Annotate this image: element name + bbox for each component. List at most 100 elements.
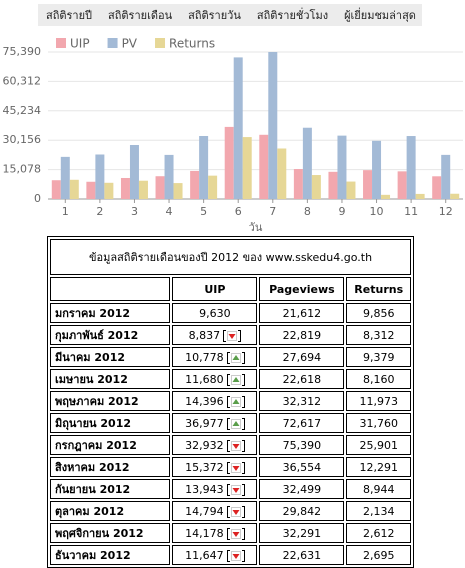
bar bbox=[69, 179, 79, 199]
returns-cell: 2,695 bbox=[346, 545, 411, 565]
month-cell: สิงหาคม 2012 bbox=[50, 457, 171, 477]
uip-cell: 36,977 bbox=[172, 413, 258, 433]
bar bbox=[302, 127, 312, 199]
bracket bbox=[238, 329, 242, 342]
returns-cell: 8,944 bbox=[346, 479, 411, 499]
bracket bbox=[226, 439, 230, 452]
trend-down-icon bbox=[230, 550, 241, 561]
uip-value: 36,977 bbox=[185, 416, 224, 430]
month-row: ธันวาคม 2012 11,647 22,631 2,695 bbox=[50, 545, 411, 565]
returns-cell: 2,612 bbox=[346, 523, 411, 543]
returns-cell: 31,760 bbox=[346, 413, 411, 433]
tab[interactable]: สถิติรายวัน bbox=[188, 9, 241, 22]
bar bbox=[60, 156, 70, 199]
bar bbox=[86, 181, 96, 199]
trend-up-icon bbox=[230, 374, 241, 385]
uip-value: 10,778 bbox=[185, 350, 224, 364]
uip-cell: 11,647 bbox=[172, 545, 258, 565]
bracket bbox=[241, 483, 245, 496]
month-row: กุมภาพันธ์ 2012 8,837 22,819 8,312 bbox=[50, 325, 411, 345]
icon-arrow bbox=[232, 531, 240, 537]
month-row: กันยายน 2012 13,943 32,499 8,944 bbox=[50, 479, 411, 499]
header-cell bbox=[50, 277, 171, 301]
month-cell: มีนาคม 2012 bbox=[50, 347, 171, 367]
bar bbox=[164, 154, 174, 199]
icon-arrow bbox=[232, 420, 240, 426]
trend-down-icon bbox=[230, 506, 241, 517]
bracket bbox=[226, 527, 230, 540]
uip-value: 32,932 bbox=[185, 438, 224, 452]
trend-up-icon bbox=[230, 352, 241, 363]
uip-value: 11,680 bbox=[185, 372, 224, 386]
month-row: มิถุนายน 2012 36,977 72,617 31,760 bbox=[50, 413, 411, 433]
bracket bbox=[241, 461, 245, 474]
bar bbox=[224, 126, 234, 199]
uip-value: 15,372 bbox=[185, 460, 224, 474]
trend-down-icon bbox=[230, 484, 241, 495]
bar bbox=[415, 193, 425, 199]
returns-cell: 11,973 bbox=[346, 391, 411, 411]
pageviews-cell: 32,312 bbox=[259, 391, 345, 411]
legend-swatch bbox=[155, 38, 166, 48]
bar bbox=[311, 175, 321, 199]
bracket bbox=[241, 417, 245, 430]
bar bbox=[441, 154, 451, 199]
bracket bbox=[241, 527, 245, 540]
x-tick-label: 11 bbox=[404, 205, 418, 218]
header-row: UIP Pageviews Returns bbox=[50, 277, 411, 301]
uip-cell: 14,396 bbox=[172, 391, 258, 411]
pageviews-cell: 21,612 bbox=[259, 303, 345, 323]
bar bbox=[199, 135, 209, 199]
bar bbox=[450, 193, 460, 199]
bar bbox=[432, 176, 442, 199]
month-row: ตุลาคม 2012 14,794 29,842 2,134 bbox=[50, 501, 411, 521]
bracket bbox=[223, 329, 227, 342]
tab[interactable]: สถิติรายชั่วโมง bbox=[256, 9, 329, 22]
returns-cell: 12,291 bbox=[346, 457, 411, 477]
icon-arrow bbox=[232, 465, 240, 471]
month-row: มกราคม 2012 9,630 21,612 9,856 bbox=[50, 303, 411, 323]
bar bbox=[190, 170, 200, 199]
bracket bbox=[226, 549, 230, 562]
tab[interactable]: สถิติรายปี bbox=[46, 9, 93, 22]
returns-cell: 8,312 bbox=[346, 325, 411, 345]
uip-value: 14,396 bbox=[185, 394, 224, 408]
y-tick-label: 75,390 bbox=[3, 45, 42, 58]
y-tick-label: 15,078 bbox=[3, 163, 42, 176]
uip-cell: 11,680 bbox=[172, 369, 258, 389]
bracket bbox=[226, 395, 230, 408]
month-cell: กรกฎาคม 2012 bbox=[50, 435, 171, 455]
icon-arrow bbox=[232, 376, 240, 382]
bracket bbox=[226, 483, 230, 496]
bar bbox=[337, 135, 347, 199]
pageviews-cell: 27,694 bbox=[259, 347, 345, 367]
bar bbox=[259, 134, 269, 199]
header-cell: UIP bbox=[172, 277, 258, 301]
icon-arrow bbox=[232, 354, 240, 360]
tab[interactable]: สถิติรายเดือน bbox=[108, 9, 173, 22]
trend-up-icon bbox=[230, 418, 241, 429]
month-row: กรกฎาคม 2012 32,932 75,390 25,901 bbox=[50, 435, 411, 455]
trend-down-icon bbox=[230, 440, 241, 451]
legend-swatch bbox=[56, 38, 66, 48]
x-tick-label: 2 bbox=[96, 205, 103, 218]
trend-down-icon bbox=[230, 462, 241, 473]
bracket bbox=[241, 351, 245, 364]
month-cell: มิถุนายน 2012 bbox=[50, 413, 171, 433]
tab[interactable]: ผู้เยี่ยมชมล่าสุด bbox=[344, 9, 416, 22]
pageviews-cell: 22,819 bbox=[259, 325, 345, 345]
legend-label: Returns bbox=[169, 37, 215, 51]
uip-value: 14,794 bbox=[185, 504, 224, 518]
x-tick-label: 9 bbox=[338, 205, 345, 218]
legend-swatch bbox=[107, 38, 118, 48]
uip-cell: 32,932 bbox=[172, 435, 258, 455]
bracket bbox=[226, 505, 230, 518]
bar bbox=[208, 175, 218, 199]
legend-label: UIP bbox=[70, 37, 90, 51]
bar bbox=[346, 181, 356, 199]
month-row: มีนาคม 2012 10,778 27,694 9,379 bbox=[50, 347, 411, 367]
month-cell: ธันวาคม 2012 bbox=[50, 545, 171, 565]
uip-cell: 9,630 bbox=[172, 303, 258, 323]
month-cell: กุมภาพันธ์ 2012 bbox=[50, 325, 171, 345]
